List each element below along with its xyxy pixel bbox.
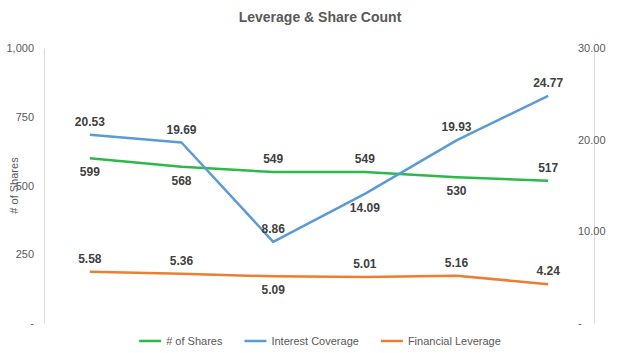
legend-item: # of Shares — [139, 335, 223, 347]
y-tick: 1,000 — [6, 42, 44, 54]
data-label: 5.09 — [261, 283, 285, 297]
data-label: 4.24 — [536, 264, 560, 278]
data-labels: 599 568 549 549 530 517 20.53 19.69 8.86 14.09 19.… — [75, 76, 564, 297]
data-label: 530 — [446, 184, 466, 198]
legend-swatch — [381, 340, 403, 343]
data-label: 549 — [355, 152, 375, 166]
data-label: 5.01 — [353, 257, 377, 271]
line — [90, 158, 548, 181]
legend-label: Interest Coverage — [271, 335, 358, 347]
y2-tick-label: 10.00 — [578, 225, 606, 237]
y2-axis: - 10.00 20.00 30.00 — [578, 42, 606, 329]
legend-label: Financial Leverage — [408, 335, 501, 347]
data-label: 24.77 — [533, 76, 563, 90]
y-tick-label: 250 — [16, 248, 34, 260]
y-axis-title: # of Shares — [8, 157, 20, 214]
line — [90, 96, 548, 242]
data-label: 14.09 — [350, 201, 380, 215]
y2-tick-label: - — [578, 317, 582, 329]
legend-swatch — [139, 340, 161, 343]
y-axis: - 250 500 750 1,000 — [6, 42, 44, 329]
data-label: 19.69 — [166, 123, 196, 137]
legend: # of Shares Interest Coverage Financial Le… — [139, 335, 501, 347]
y2-tick: - — [578, 317, 594, 329]
data-label: 20.53 — [75, 115, 105, 129]
y-tick-label: 750 — [16, 111, 34, 123]
data-label: 5.16 — [445, 256, 469, 270]
legend-item: Financial Leverage — [381, 335, 501, 347]
y2-tick-label: 30.00 — [578, 42, 606, 54]
data-label: 599 — [80, 165, 100, 179]
legend-item: Interest Coverage — [244, 335, 358, 347]
legend-label: # of Shares — [166, 335, 223, 347]
data-label: 517 — [538, 161, 558, 175]
chart: Leverage & Share Count - 250 500 750 1,000 - 10… — [0, 0, 640, 353]
y-tick-label: - — [30, 317, 34, 329]
data-label: 19.93 — [441, 120, 471, 134]
y2-tick: 10.00 — [578, 225, 606, 237]
y2-tick: 20.00 — [578, 134, 606, 146]
legend-swatch — [244, 340, 266, 343]
y2-tick-label: 20.00 — [578, 134, 606, 146]
line — [90, 272, 548, 284]
y2-axis-line — [594, 49, 595, 324]
y-tick: 250 — [16, 248, 44, 260]
title: Leverage & Share Count — [239, 9, 402, 25]
data-label: 8.86 — [261, 222, 285, 236]
data-label: 5.58 — [78, 252, 102, 266]
y-tick: 500 — [16, 180, 44, 192]
data-label: 549 — [263, 152, 283, 166]
plot-area — [90, 96, 548, 284]
y2-tick: 30.00 — [578, 42, 606, 54]
data-label: 5.36 — [170, 254, 194, 268]
y-axis-line — [44, 49, 45, 324]
y-tick-label: 1,000 — [6, 42, 34, 54]
y-tick: - — [30, 317, 44, 329]
y-tick: 750 — [16, 111, 44, 123]
data-label: 568 — [171, 174, 191, 188]
